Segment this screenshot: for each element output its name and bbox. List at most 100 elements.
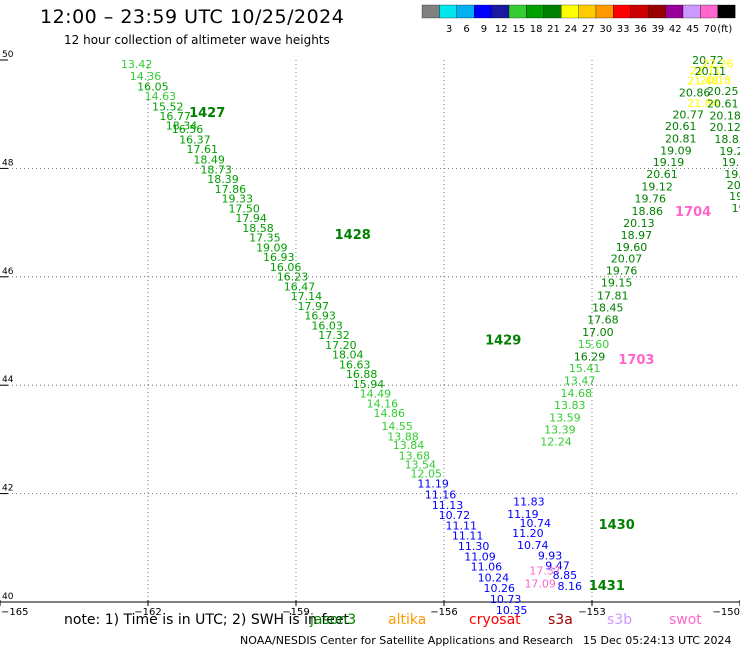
swh-point-t0-48: 11.11 — [452, 530, 484, 543]
swh-point-t3-4: 21.48 — [687, 74, 719, 87]
swh-point-t3-3: 20.11 — [695, 65, 727, 78]
swh-point-t0-1: 14.36 — [130, 70, 162, 83]
scale-label-45: 45 — [686, 24, 699, 35]
swh-point-t0-42: 12.05 — [410, 467, 442, 480]
swh-point-t0-5: 16.77 — [159, 110, 191, 123]
swh-point-t3-18: 19.19 — [653, 156, 685, 169]
swh-point-t0-10: 18.49 — [193, 154, 225, 167]
swh-point-t0-7: 16.56 — [172, 123, 204, 136]
swh-point-t0-40: 13.68 — [399, 449, 431, 462]
swh-point-t0-14: 19.33 — [222, 193, 254, 206]
swh-point-t3-42: 14.68 — [560, 387, 592, 400]
swh-point-t3-8: 21.84 — [687, 97, 719, 110]
pass-time-label-t0-1: 1428 — [335, 228, 371, 243]
swh-point-t3-23: 20.10 — [727, 179, 740, 192]
swh-point-t3-29: 18.97 — [621, 229, 653, 242]
pass-time-label-t0-0: 1427 — [189, 106, 225, 121]
swh-point-t0-39: 13.84 — [393, 439, 425, 452]
legend-swot: swot — [669, 612, 702, 628]
swh-point-t0-15: 17.50 — [228, 202, 260, 215]
swh-point-t3-14: 20.81 — [665, 132, 697, 145]
x-tick-label-3: −156 — [430, 607, 457, 618]
scale-label-30: 30 — [599, 24, 612, 35]
swh-point-t0-16: 17.94 — [235, 212, 267, 225]
pass-time-label-t1-0: 1430 — [599, 518, 635, 533]
x-tick-label-2: −159 — [282, 607, 309, 618]
swh-point-t3-5: 20.18 — [700, 74, 732, 87]
swh-point-t0-22: 16.23 — [277, 271, 309, 284]
swh-point-t0-41: 13.54 — [405, 459, 437, 472]
pass-time-label-t0-2: 1429 — [485, 334, 521, 349]
swh-point-t2-1: 17.09 — [524, 577, 556, 590]
scale-label-33: 33 — [617, 24, 630, 35]
swh-point-t3-21: 19.96 — [724, 168, 740, 181]
swh-point-t0-23: 16.47 — [284, 280, 316, 293]
scale-label-12: 12 — [495, 24, 508, 35]
swh-point-t3-12: 20.61 — [665, 120, 697, 133]
swh-point-t3-1: 22.26 — [702, 58, 734, 71]
swh-point-t1-7: 8.85 — [553, 569, 578, 582]
scale-label-3: 3 — [446, 24, 452, 35]
swh-point-t3-10: 20.77 — [672, 109, 704, 122]
swh-point-t0-28: 17.32 — [318, 329, 350, 342]
swh-point-t0-25: 17.97 — [298, 300, 330, 313]
swh-point-t0-49: 11.30 — [458, 540, 490, 553]
swh-point-t0-46: 10.72 — [439, 509, 471, 522]
swh-point-t0-37: 14.55 — [381, 420, 413, 433]
swh-point-t0-26: 16.93 — [304, 310, 336, 323]
x-tick-label-4: −153 — [578, 607, 605, 618]
swh-point-t3-45: 13.39 — [544, 423, 576, 436]
scale-label-18: 18 — [530, 24, 543, 35]
scale-label-42: 42 — [669, 24, 682, 35]
swh-point-t0-27: 16.03 — [311, 319, 343, 332]
swh-point-t3-41: 13.47 — [564, 375, 596, 388]
scale-label-39: 39 — [652, 24, 665, 35]
swh-point-t3-26: 18.86 — [632, 205, 664, 218]
legend-altika: altika — [388, 612, 427, 628]
swh-point-t1-2: 10.74 — [520, 517, 552, 530]
swh-point-t0-9: 17.61 — [187, 143, 219, 156]
swh-point-t3-22: 19.12 — [641, 181, 673, 194]
swh-point-t3-43: 13.83 — [554, 399, 586, 412]
swh-point-t0-18: 17.35 — [249, 232, 281, 245]
swh-point-t3-13: 20.12 — [709, 121, 740, 134]
scale-label-70: 70 — [704, 24, 717, 35]
swh-point-t3-46: 12.24 — [540, 435, 572, 448]
swh-point-t0-53: 10.26 — [484, 582, 516, 595]
swh-point-t3-27: 19.07 — [732, 202, 740, 215]
swh-point-t1-0: 11.83 — [513, 496, 545, 509]
legend-cryosat: cryosat — [469, 612, 521, 628]
x-tick-label-0: −165 — [1, 607, 28, 618]
swh-point-t2-0: 17.37 — [529, 564, 561, 577]
swh-point-t0-6: 18.34 — [166, 119, 198, 132]
scale-label-27: 27 — [582, 24, 595, 35]
swh-point-t3-11: 20.18 — [709, 110, 740, 123]
swh-point-t0-31: 16.63 — [339, 358, 371, 371]
swh-point-t3-16: 19.09 — [660, 144, 692, 157]
footer-credit: NOAA/NESDIS Center for Satellite Applica… — [240, 634, 574, 647]
swh-point-t3-9: 20.61 — [707, 98, 739, 111]
swh-point-t0-19: 19.09 — [256, 241, 288, 254]
swh-point-t3-34: 17.81 — [597, 290, 629, 303]
swh-point-t3-40: 15.41 — [569, 362, 601, 375]
swh-point-t3-25: 19.56 — [729, 190, 740, 203]
swh-point-t1-3: 11.20 — [512, 527, 544, 540]
pass-time-label-t1-1: 1431 — [589, 579, 625, 594]
swh-point-t0-8: 16.37 — [179, 133, 211, 146]
swh-point-t3-15: 18.83 — [714, 133, 740, 146]
scale-label-9: 9 — [481, 24, 487, 35]
scale-label-21: 21 — [547, 24, 560, 35]
swh-point-t3-35: 18.45 — [592, 301, 624, 314]
swh-point-t3-44: 13.59 — [549, 412, 581, 425]
swh-point-t3-37: 17.00 — [582, 326, 614, 339]
scale-label-6: 6 — [463, 24, 469, 35]
y-tick-label-0: 40 — [2, 592, 14, 602]
swh-point-t3-31: 20.07 — [611, 253, 643, 266]
generated-timestamp: 15 Dec 05:24:13 UTC 2024 — [583, 634, 732, 647]
swh-point-t0-54: 10.73 — [490, 593, 522, 606]
swh-point-t3-24: 19.76 — [634, 193, 666, 206]
swh-point-t1-5: 9.93 — [538, 550, 563, 563]
swh-point-t3-30: 19.60 — [616, 241, 648, 254]
scale-unit: (ft) — [717, 24, 732, 35]
